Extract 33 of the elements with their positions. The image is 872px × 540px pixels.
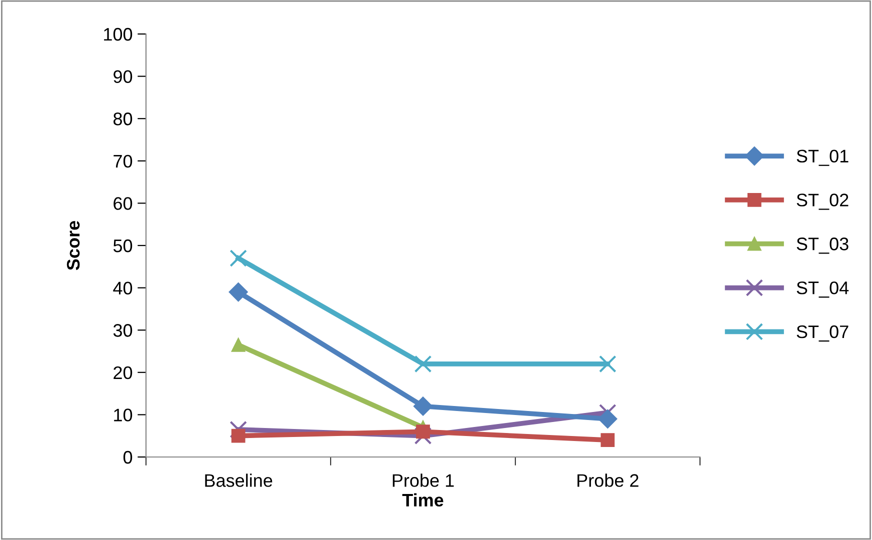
y-tick-label: 30 <box>113 324 132 337</box>
y-tick-label: 20 <box>114 366 132 380</box>
legend-label: ST_03 <box>796 238 848 254</box>
point <box>598 409 618 428</box>
legend-label: ST_02 <box>796 194 848 210</box>
point <box>231 428 246 443</box>
y-axis-title: Score <box>66 221 80 270</box>
x-tick-label: Baseline <box>205 474 272 487</box>
legend-label: ST_04 <box>796 281 849 298</box>
point <box>413 396 433 416</box>
x-tick-label: Probe 2 <box>578 474 638 487</box>
point <box>414 355 432 373</box>
point <box>231 338 246 352</box>
y-tick-label: 80 <box>114 112 132 126</box>
point <box>600 433 615 448</box>
y-tick-label: 70 <box>114 154 132 168</box>
point <box>228 282 248 302</box>
point <box>414 427 432 445</box>
x-axis-title: Time <box>402 493 444 507</box>
y-tick-label: 40 <box>113 282 132 295</box>
point <box>230 420 248 438</box>
y-tick-label: 50 <box>113 239 132 252</box>
y-tick-label: 100 <box>104 28 132 41</box>
legend-label: ST_01 <box>796 150 848 166</box>
x-tick-label: Probe 1 <box>392 474 454 487</box>
y-tick-label: 10 <box>114 408 132 422</box>
point <box>598 355 616 373</box>
point <box>416 424 430 439</box>
y-tick-label: 60 <box>114 197 132 210</box>
legend-label: ST_07 <box>796 325 848 342</box>
point <box>230 250 248 267</box>
y-tick-label: 90 <box>114 70 132 84</box>
y-tick-label: 0 <box>123 450 132 464</box>
